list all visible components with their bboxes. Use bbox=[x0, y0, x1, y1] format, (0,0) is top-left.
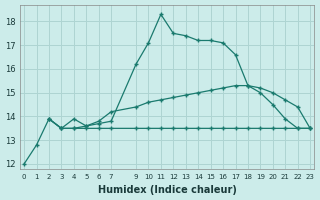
X-axis label: Humidex (Indice chaleur): Humidex (Indice chaleur) bbox=[98, 185, 236, 195]
